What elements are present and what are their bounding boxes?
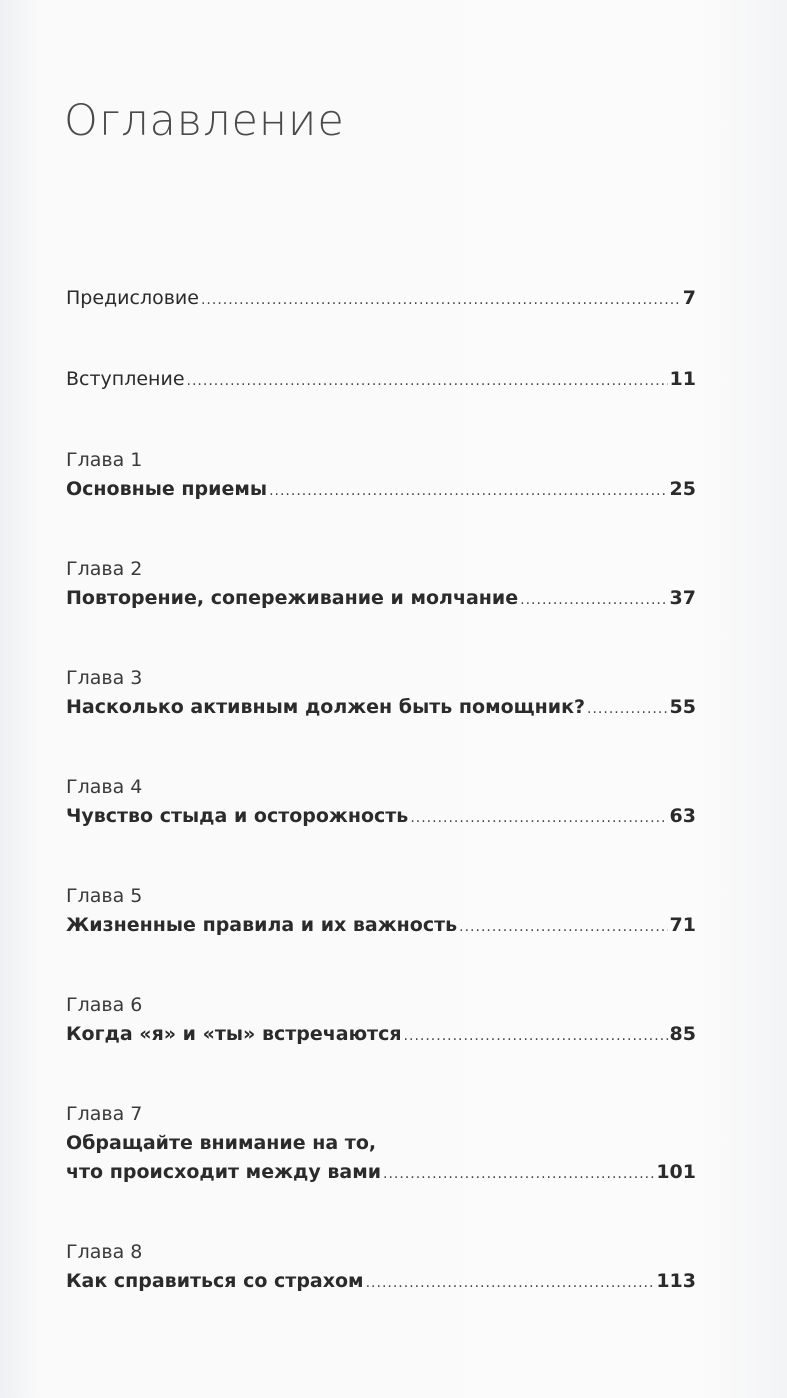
entry-title: Жизненные правила и их важность xyxy=(66,914,458,936)
chapter-label: Глава 3 xyxy=(66,667,143,689)
chapter-label: Глава 1 xyxy=(66,449,143,471)
dot-leader xyxy=(404,1022,668,1051)
entry-title: Как справиться со страхом xyxy=(66,1270,364,1292)
toc-entry: Глава 1 Основные приемы 25 xyxy=(66,446,696,506)
chapter-label: Глава 4 xyxy=(66,776,143,798)
dot-leader xyxy=(187,367,668,396)
entry-title: Чувство стыда и осторожность xyxy=(66,805,409,827)
page-number: 11 xyxy=(669,368,696,390)
dot-leader xyxy=(587,695,668,724)
toc-entry: Глава 6 Когда «я» и «ты» встречаются 85 xyxy=(66,991,696,1051)
entry-title: Повторение, сопереживание и молчание xyxy=(66,587,519,609)
entry-title: Основные приемы xyxy=(66,478,268,500)
entry-title: Обращайте внимание на то, xyxy=(66,1132,377,1154)
toc-entry: Вступление 11 xyxy=(66,365,696,396)
toc-entry: Глава 7 Обращайте внимание на то, что прои… xyxy=(66,1100,696,1189)
page-number: 55 xyxy=(669,696,696,718)
entry-title: Когда «я» и «ты» встречаются xyxy=(66,1023,402,1045)
toc-entry: Глава 3 Насколько активным должен быть по… xyxy=(66,664,696,724)
page-title: Оглавление xyxy=(64,96,345,146)
dot-leader xyxy=(201,286,681,315)
toc-entry: Глава 8 Как справиться со страхом 113 xyxy=(66,1238,696,1298)
dot-leader xyxy=(410,804,667,833)
dot-leader xyxy=(520,586,667,615)
toc-entry: Предисловие 7 xyxy=(66,284,696,315)
entry-title: что происходит между вами xyxy=(66,1161,382,1183)
toc-entry: Глава 4 Чувство стыда и осторожность 63 xyxy=(66,773,696,833)
page-number: 63 xyxy=(669,805,696,827)
dot-leader xyxy=(366,1269,655,1298)
chapter-label: Глава 2 xyxy=(66,558,143,580)
page-number: 37 xyxy=(669,587,696,609)
toc-entry: Глава 5 Жизненные правила и их важность 71 xyxy=(66,882,696,942)
toc-entry: Глава 2 Повторение, сопереживание и молча… xyxy=(66,555,696,615)
chapter-label: Глава 5 xyxy=(66,885,143,907)
entry-title: Насколько активным должен быть помощник? xyxy=(66,696,586,718)
entry-title: Вступление xyxy=(66,368,185,390)
chapter-label: Глава 6 xyxy=(66,994,143,1016)
page-number: 85 xyxy=(669,1023,696,1045)
dot-leader xyxy=(459,913,667,942)
page-number: 71 xyxy=(669,914,696,936)
page-number: 7 xyxy=(682,287,696,309)
page-number: 25 xyxy=(669,478,696,500)
dot-leader xyxy=(269,477,667,506)
page-number: 113 xyxy=(656,1270,696,1292)
chapter-label: Глава 8 xyxy=(66,1241,143,1263)
entry-title: Предисловие xyxy=(66,287,199,309)
chapter-label: Глава 7 xyxy=(66,1103,143,1125)
page-number: 101 xyxy=(656,1161,696,1183)
dot-leader xyxy=(383,1160,654,1189)
